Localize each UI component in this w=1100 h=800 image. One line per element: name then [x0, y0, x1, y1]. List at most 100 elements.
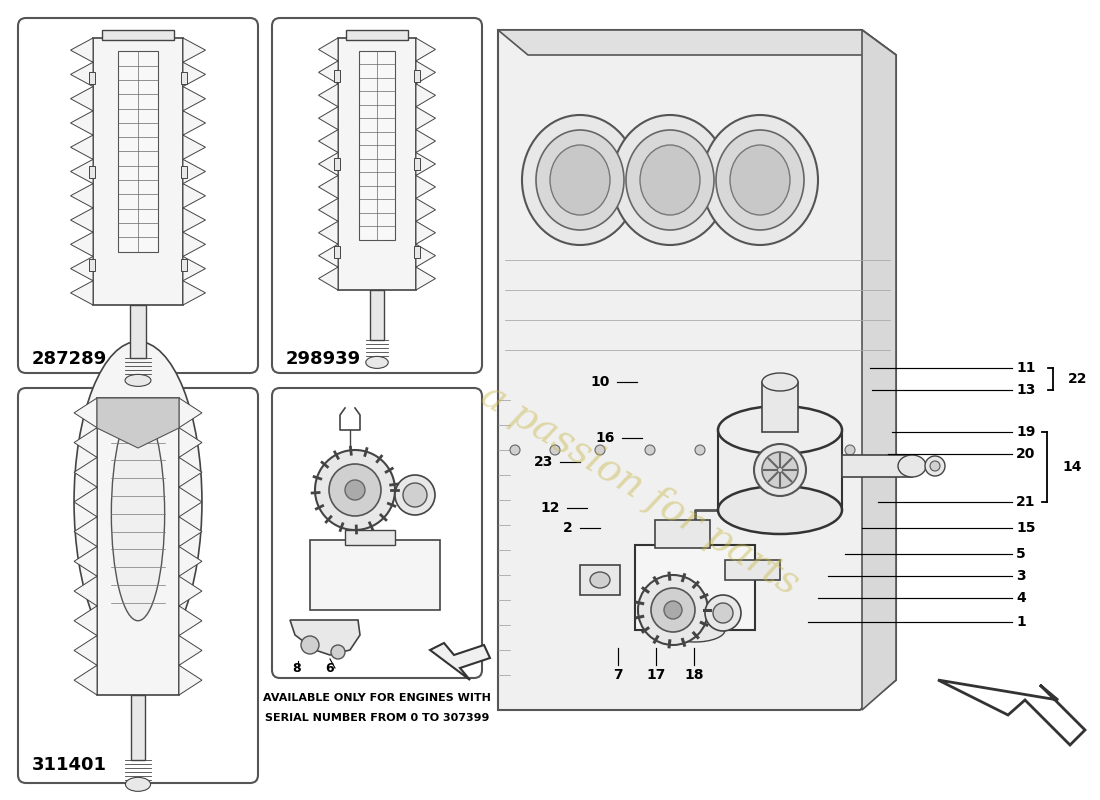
Bar	[338, 38, 416, 290]
Polygon shape	[70, 184, 94, 208]
Ellipse shape	[550, 145, 610, 215]
Polygon shape	[938, 680, 1085, 745]
Polygon shape	[319, 153, 338, 175]
Polygon shape	[179, 428, 202, 458]
Bar	[654, 520, 710, 548]
Polygon shape	[416, 267, 436, 290]
Bar	[414, 246, 420, 258]
Polygon shape	[319, 267, 338, 290]
Bar	[334, 158, 340, 170]
Ellipse shape	[125, 374, 151, 386]
Ellipse shape	[329, 464, 381, 516]
Text: 17: 17	[647, 668, 666, 682]
Polygon shape	[319, 61, 338, 84]
Text: 12: 12	[540, 501, 560, 515]
Polygon shape	[74, 666, 97, 695]
Polygon shape	[416, 153, 436, 175]
Polygon shape	[74, 517, 97, 546]
Polygon shape	[70, 38, 94, 62]
Bar	[182, 166, 187, 178]
Ellipse shape	[403, 483, 427, 507]
Polygon shape	[179, 398, 202, 428]
Polygon shape	[183, 281, 206, 305]
Text: AVAILABLE ONLY FOR ENGINES WITH: AVAILABLE ONLY FOR ENGINES WITH	[263, 693, 491, 703]
Polygon shape	[179, 606, 202, 635]
Text: 18: 18	[684, 668, 704, 682]
Bar	[725, 560, 780, 580]
FancyBboxPatch shape	[272, 388, 482, 678]
Polygon shape	[416, 38, 436, 61]
Polygon shape	[290, 620, 360, 655]
Ellipse shape	[664, 601, 682, 619]
Text: 5: 5	[1016, 547, 1025, 561]
Text: 21: 21	[1016, 495, 1035, 509]
Polygon shape	[183, 86, 206, 111]
Ellipse shape	[536, 130, 624, 230]
Polygon shape	[179, 576, 202, 606]
Polygon shape	[416, 198, 436, 222]
Text: 23: 23	[534, 455, 553, 469]
Ellipse shape	[845, 445, 855, 455]
Polygon shape	[179, 458, 202, 487]
Ellipse shape	[762, 373, 798, 391]
Ellipse shape	[713, 603, 733, 623]
Polygon shape	[319, 175, 338, 198]
Polygon shape	[416, 106, 436, 130]
Polygon shape	[319, 130, 338, 153]
Polygon shape	[183, 159, 206, 184]
Ellipse shape	[705, 595, 741, 631]
Text: 15: 15	[1016, 521, 1035, 535]
Polygon shape	[416, 175, 436, 198]
Text: 298939: 298939	[286, 350, 361, 368]
Polygon shape	[183, 184, 206, 208]
Ellipse shape	[730, 145, 790, 215]
Polygon shape	[70, 159, 94, 184]
Polygon shape	[183, 111, 206, 135]
Polygon shape	[319, 38, 338, 61]
Polygon shape	[430, 643, 490, 680]
Text: 8: 8	[292, 662, 300, 675]
Polygon shape	[74, 458, 97, 487]
Ellipse shape	[925, 456, 945, 476]
Text: 19: 19	[1016, 425, 1035, 439]
Ellipse shape	[930, 461, 940, 471]
Ellipse shape	[805, 445, 815, 455]
Ellipse shape	[640, 145, 700, 215]
Ellipse shape	[754, 444, 806, 496]
Bar	[131, 695, 145, 760]
Bar	[182, 259, 187, 271]
Ellipse shape	[315, 450, 395, 530]
Bar	[360, 50, 395, 240]
Bar	[414, 158, 420, 170]
Polygon shape	[179, 635, 202, 666]
Ellipse shape	[716, 130, 804, 230]
Polygon shape	[179, 487, 202, 517]
Polygon shape	[74, 487, 97, 517]
Ellipse shape	[762, 452, 798, 488]
Bar	[580, 565, 620, 595]
Text: SERIAL NUMBER FROM 0 TO 307399: SERIAL NUMBER FROM 0 TO 307399	[265, 713, 490, 723]
Polygon shape	[74, 606, 97, 635]
Text: 2: 2	[563, 521, 573, 535]
Polygon shape	[74, 576, 97, 606]
Bar	[118, 51, 158, 251]
Polygon shape	[498, 30, 896, 55]
Polygon shape	[74, 428, 97, 458]
Bar	[182, 72, 187, 84]
Ellipse shape	[718, 486, 842, 534]
Polygon shape	[74, 546, 97, 576]
Bar	[334, 246, 340, 258]
Ellipse shape	[718, 406, 842, 454]
Bar	[842, 455, 912, 477]
Ellipse shape	[111, 407, 165, 621]
Polygon shape	[416, 222, 436, 244]
Polygon shape	[70, 208, 94, 232]
Polygon shape	[70, 135, 94, 159]
FancyBboxPatch shape	[272, 18, 482, 373]
Text: 14: 14	[1062, 460, 1081, 474]
Text: 10: 10	[591, 375, 611, 389]
FancyBboxPatch shape	[18, 18, 258, 373]
Ellipse shape	[366, 357, 388, 368]
Polygon shape	[70, 62, 94, 86]
Bar	[345, 530, 395, 545]
